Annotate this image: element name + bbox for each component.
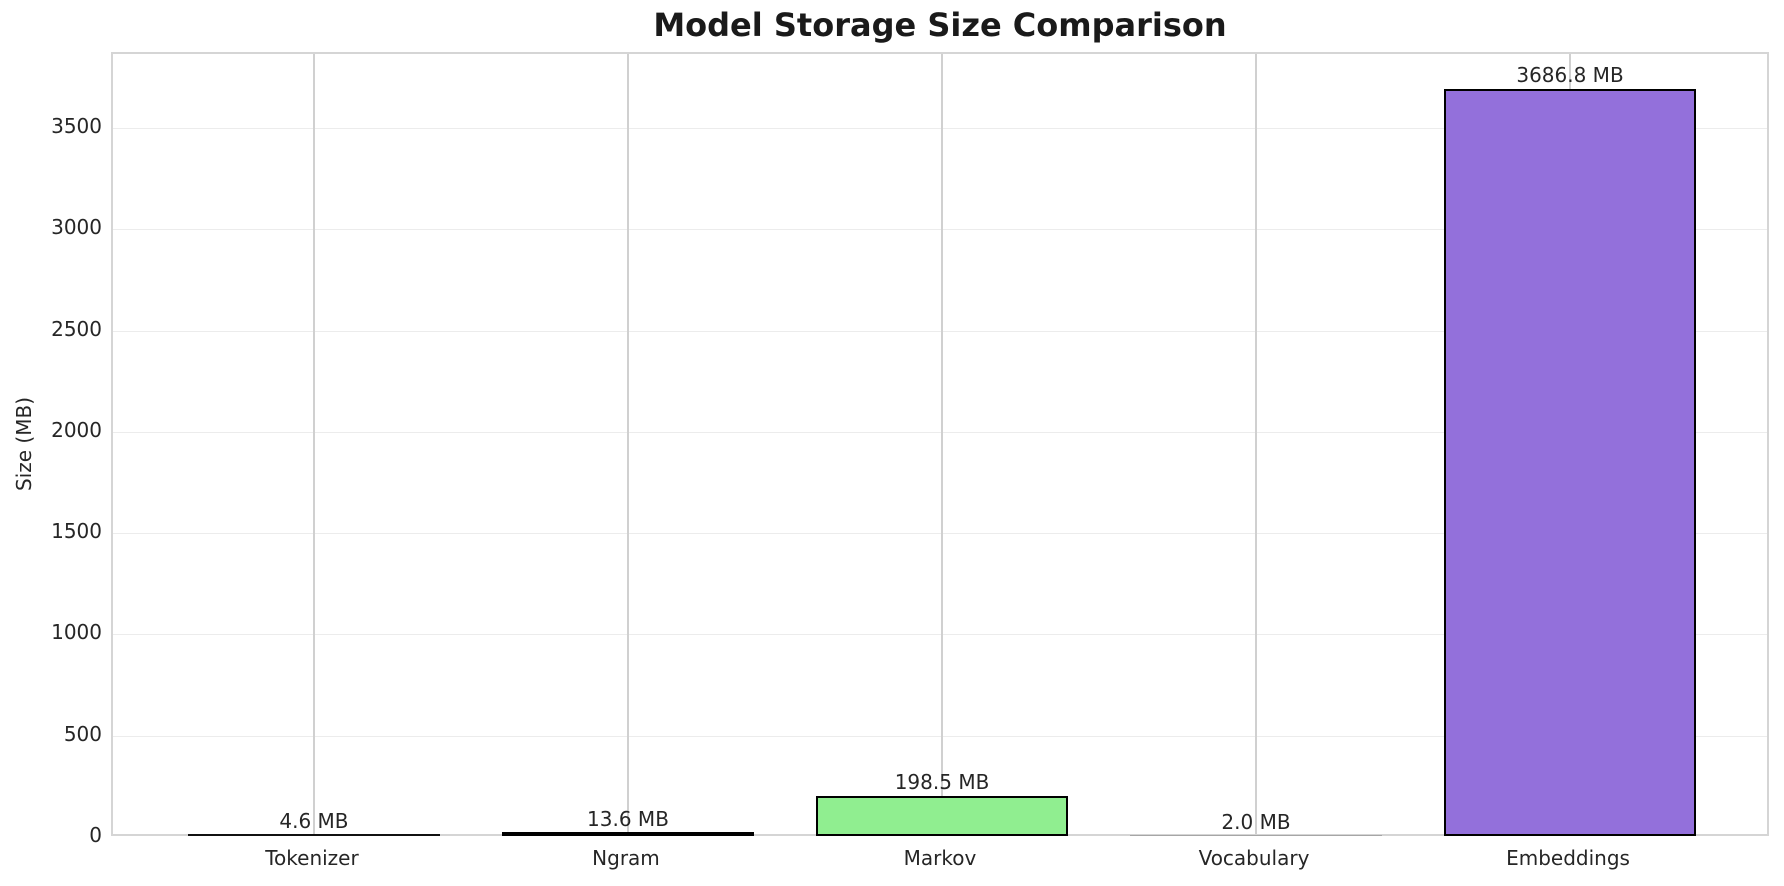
plot-area: 4.6 MB 13.6 MB 198.5 MB 2.0 MB 3686.8 MB <box>111 52 1769 836</box>
y-tick-label: 0 <box>89 823 102 847</box>
x-tick-label-tokenizer: Tokenizer <box>265 846 359 870</box>
bar-vocabulary <box>1130 835 1382 836</box>
bar-value-label: 3686.8 MB <box>1516 63 1624 88</box>
y-tick-label: 500 <box>63 721 102 746</box>
x-tick-label-embeddings: Embeddings <box>1506 846 1630 870</box>
gridline-horizontal <box>113 128 1767 130</box>
y-tick-label: 3500 <box>51 114 102 139</box>
x-tick-label-ngram: Ngram <box>592 846 660 870</box>
gridline-horizontal <box>113 229 1767 231</box>
x-tick-label-vocabulary: Vocabulary <box>1198 846 1310 870</box>
y-tick-label: 2000 <box>51 417 102 442</box>
bar-markov <box>816 795 1068 836</box>
bar-embeddings <box>1444 89 1696 836</box>
gridline-vertical <box>312 54 315 834</box>
bar-value-label: 4.6 MB <box>279 809 349 834</box>
y-tick-label: 1500 <box>51 519 102 544</box>
y-tick-label: 3000 <box>51 215 102 240</box>
y-tick-label: 1000 <box>51 620 102 645</box>
bar-value-label: 2.0 MB <box>1221 809 1291 834</box>
y-tick-label: 2500 <box>51 316 102 341</box>
bar-value-label: 13.6 MB <box>587 807 669 832</box>
gridline-vertical <box>941 54 943 834</box>
gridline-vertical <box>626 54 629 834</box>
gridline-horizontal <box>113 735 1767 737</box>
gridline-horizontal <box>113 330 1767 332</box>
bar-tokenizer <box>188 834 440 836</box>
gridline-vertical <box>1255 54 1257 834</box>
gridline-horizontal <box>113 634 1767 636</box>
gridline-horizontal <box>113 533 1767 535</box>
bar-ngram <box>502 832 754 836</box>
y-axis-label: Size (MB) <box>12 397 36 491</box>
chart-title: Model Storage Size Comparison <box>653 6 1227 44</box>
gridline-horizontal <box>113 431 1767 433</box>
bar-value-label: 198.5 MB <box>894 769 990 794</box>
x-tick-label-markov: Markov <box>903 846 977 870</box>
